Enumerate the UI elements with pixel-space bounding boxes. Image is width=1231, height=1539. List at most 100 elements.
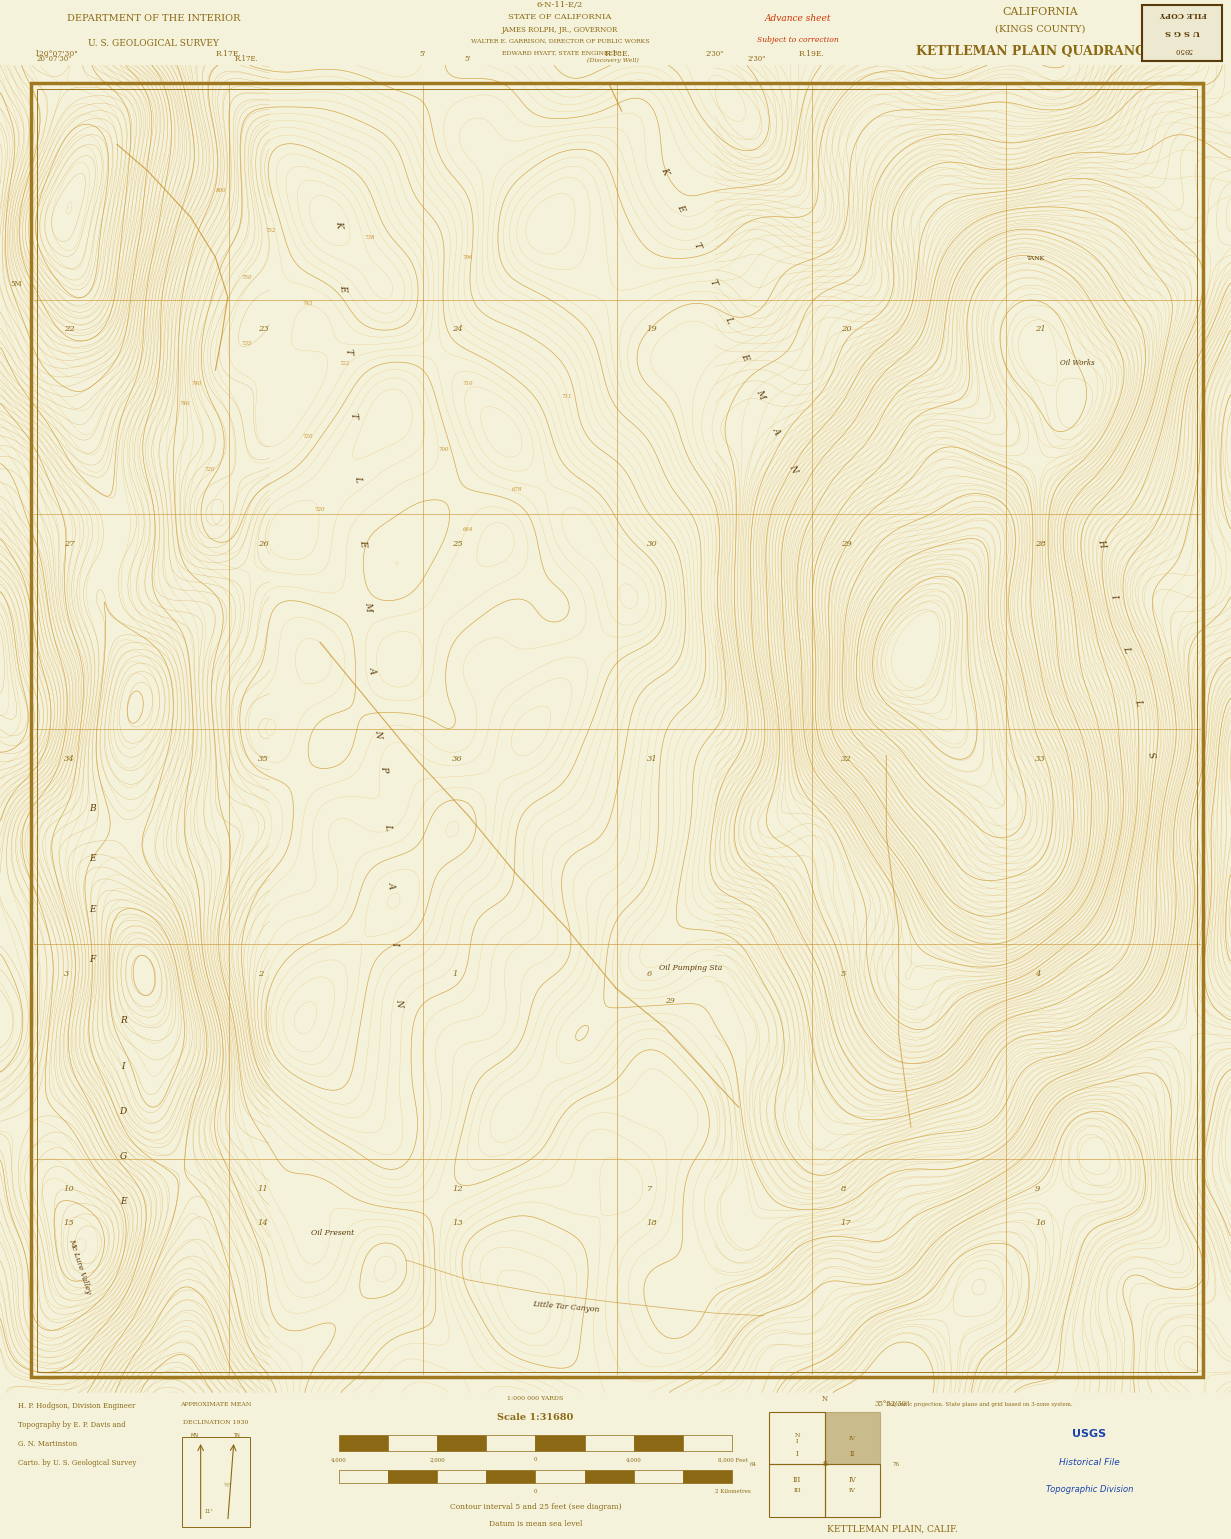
Text: 18: 18 xyxy=(646,1219,657,1228)
Text: 2,000: 2,000 xyxy=(430,1457,444,1462)
Text: 9: 9 xyxy=(1035,1185,1040,1193)
Text: 35°52'30": 35°52'30" xyxy=(875,1400,910,1408)
Text: K: K xyxy=(660,166,670,175)
Text: 22: 22 xyxy=(64,325,74,334)
Text: CALIFORNIA: CALIFORNIA xyxy=(1002,6,1078,17)
Text: L: L xyxy=(353,476,363,483)
Text: I: I xyxy=(795,1450,799,1457)
Text: E: E xyxy=(740,352,750,362)
Text: Mc Lure Valley: Mc Lure Valley xyxy=(68,1237,92,1296)
Text: U. S. GEOLOGICAL SURVEY: U. S. GEOLOGICAL SURVEY xyxy=(89,40,219,48)
Text: 5: 5 xyxy=(841,970,846,979)
Text: III: III xyxy=(793,1476,801,1484)
Text: IV: IV xyxy=(848,1476,857,1484)
Text: 4,000: 4,000 xyxy=(331,1457,346,1462)
Text: Subject to correction: Subject to correction xyxy=(757,35,838,45)
Text: IV: IV xyxy=(849,1436,856,1441)
Text: 33: 33 xyxy=(1035,756,1046,763)
Text: USGS: USGS xyxy=(1072,1428,1107,1439)
Text: N: N xyxy=(373,729,383,739)
Text: F: F xyxy=(89,956,96,965)
Text: K: K xyxy=(334,220,343,228)
Text: E: E xyxy=(358,539,368,546)
Text: N
I: N I xyxy=(794,1433,800,1444)
Text: 25: 25 xyxy=(452,540,463,548)
Bar xyxy=(339,1470,388,1484)
Text: M: M xyxy=(363,602,373,611)
Text: 29: 29 xyxy=(841,540,852,548)
Text: 700: 700 xyxy=(438,448,448,452)
Text: 5M: 5M xyxy=(11,280,22,288)
Bar xyxy=(388,1470,437,1484)
Text: 21: 21 xyxy=(1035,325,1046,334)
Text: 24: 24 xyxy=(452,325,463,334)
Text: 796: 796 xyxy=(463,255,473,260)
Text: TN: TN xyxy=(233,1433,240,1437)
Text: 15: 15 xyxy=(64,1219,74,1228)
Text: 3: 3 xyxy=(64,970,69,979)
Text: STATE OF CALIFORNIA: STATE OF CALIFORNIA xyxy=(508,14,612,22)
Text: R.18E.: R.18E. xyxy=(604,49,630,58)
Text: E: E xyxy=(339,285,348,291)
Text: Topography by E. P. Davis and: Topography by E. P. Davis and xyxy=(18,1420,126,1428)
Text: 10: 10 xyxy=(64,1185,74,1193)
Text: 16: 16 xyxy=(1035,1219,1046,1228)
Bar xyxy=(683,1436,732,1451)
Text: Advance sheet: Advance sheet xyxy=(764,14,831,23)
Text: I: I xyxy=(390,942,400,946)
Text: E: E xyxy=(89,854,96,863)
Text: 738: 738 xyxy=(364,235,374,240)
Text: Carto. by U. S. Geological Survey: Carto. by U. S. Geological Survey xyxy=(18,1459,137,1467)
Text: WALTER E. GARRISON, DIRECTOR OF PUBLIC WORKS: WALTER E. GARRISON, DIRECTOR OF PUBLIC W… xyxy=(470,38,650,45)
Text: G. N. Martinston: G. N. Martinston xyxy=(18,1441,78,1448)
Text: 20°07'30": 20°07'30" xyxy=(37,55,73,63)
Text: 29: 29 xyxy=(665,997,675,1005)
Text: Scale 1:31680: Scale 1:31680 xyxy=(497,1413,574,1422)
Text: (Discovery Well): (Discovery Well) xyxy=(587,58,639,63)
Text: 8,000 Feet: 8,000 Feet xyxy=(718,1457,747,1462)
Text: Little Tar Canyon: Little Tar Canyon xyxy=(533,1299,599,1313)
Text: DEPARTMENT OF THE INTERIOR: DEPARTMENT OF THE INTERIOR xyxy=(68,14,240,23)
Bar xyxy=(634,1436,683,1451)
Text: 2: 2 xyxy=(259,970,263,979)
Text: 13: 13 xyxy=(452,1219,463,1228)
Text: E: E xyxy=(119,1197,127,1207)
Bar xyxy=(634,1470,683,1484)
Bar xyxy=(825,1465,880,1517)
Bar xyxy=(486,1436,535,1451)
Text: U S G S: U S G S xyxy=(1166,28,1200,37)
Text: E: E xyxy=(676,203,686,212)
Bar xyxy=(1142,5,1222,62)
Bar xyxy=(683,1470,732,1484)
Text: H. P. Hodgson, Division Engineer: H. P. Hodgson, Division Engineer xyxy=(18,1402,135,1410)
Text: 800: 800 xyxy=(217,188,227,194)
Text: Topographic Division: Topographic Division xyxy=(1046,1485,1133,1494)
Text: DECLINATION 1930: DECLINATION 1930 xyxy=(182,1419,249,1425)
Text: FILE COPY: FILE COPY xyxy=(1160,11,1206,18)
Bar xyxy=(437,1436,486,1451)
Text: 720: 720 xyxy=(204,468,214,472)
Text: 711: 711 xyxy=(561,394,571,399)
Text: T: T xyxy=(692,240,702,249)
Text: 678: 678 xyxy=(512,488,522,492)
Bar xyxy=(437,1470,486,1484)
Text: H: H xyxy=(1097,537,1107,548)
Text: 720: 720 xyxy=(303,434,313,439)
Text: 722: 722 xyxy=(340,362,350,366)
Text: Oil Works: Oil Works xyxy=(1060,360,1094,368)
Text: N: N xyxy=(822,1394,827,1404)
Text: 31: 31 xyxy=(646,756,657,763)
Text: I: I xyxy=(1109,593,1119,599)
Text: L: L xyxy=(1121,645,1131,653)
Text: 2'30": 2'30" xyxy=(705,49,724,58)
Text: 0: 0 xyxy=(534,1457,537,1462)
Text: 1:000 000 YARDS: 1:000 000 YARDS xyxy=(507,1396,564,1400)
Text: KETTLEMAN PLAIN, CALIF.: KETTLEMAN PLAIN, CALIF. xyxy=(827,1524,958,1533)
Bar xyxy=(769,1411,825,1465)
Text: M: M xyxy=(755,388,767,400)
Text: 750: 750 xyxy=(241,274,251,280)
Text: A: A xyxy=(387,882,396,890)
Bar xyxy=(182,1437,250,1527)
Text: L: L xyxy=(383,823,393,831)
Text: 664: 664 xyxy=(463,526,473,532)
